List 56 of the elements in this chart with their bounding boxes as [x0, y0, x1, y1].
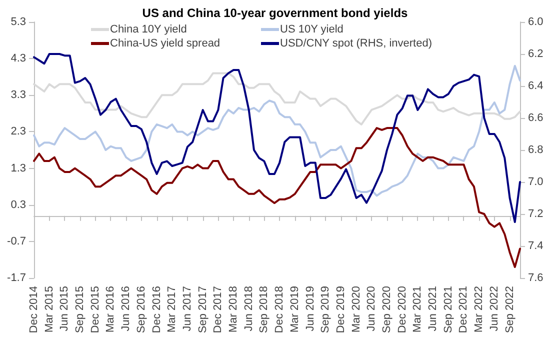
x-tick-label: Mar 2015 — [43, 286, 56, 332]
y-tick-label: 3.3 — [10, 89, 26, 102]
x-tick-label: Jun 2016 — [120, 286, 132, 332]
legend-label: China-US yield spread — [110, 38, 220, 50]
legend-label: USD/CNY spot (RHS, inverted) — [280, 38, 432, 50]
x-tick-label: Jun 2019 — [304, 286, 316, 332]
y2-tick-label: 7.6 — [528, 272, 544, 284]
x-tick-label: Dec 2019 — [334, 286, 347, 334]
x-tick-label: Sep 2020 — [380, 286, 393, 334]
x-tick-label: Dec 2014 — [28, 286, 40, 334]
x-tick-label: Dec 2017 — [212, 286, 224, 334]
y2-tick-label: 6.8 — [528, 144, 544, 156]
x-tick-label: Mar 2021 — [412, 286, 424, 332]
x-tick-label: Dec 2015 — [89, 286, 102, 334]
x-tick-label: Sep 2017 — [196, 286, 209, 334]
x-tick-label: Jun 2015 — [58, 286, 71, 332]
line-series — [33, 64, 521, 197]
x-tick-label: Dec 2020 — [396, 286, 408, 334]
x-tick-label: Jun 2022 — [488, 286, 500, 332]
y2-tick-label: 6.2 — [528, 48, 544, 60]
y2-tick-label: 7.2 — [528, 208, 544, 220]
line-series — [33, 72, 521, 126]
legend-label: China 10Y yield — [110, 24, 187, 36]
x-tick-label: Dec 2016 — [150, 286, 163, 334]
x-tick-label: Mar 2022 — [473, 286, 486, 332]
x-tick-label: Mar 2017 — [166, 286, 178, 332]
x-tick-label: Sep 2021 — [442, 286, 454, 334]
x-tick-label: Dec 2018 — [274, 286, 286, 334]
x-tick-label: Jun 2018 — [242, 286, 255, 332]
x-tick-label: Sep 2015 — [74, 286, 86, 334]
x-tick-label: Mar 2019 — [288, 286, 301, 332]
y2-tick-label: 7.0 — [528, 176, 544, 188]
y2-tick-label: 7.4 — [528, 240, 544, 252]
x-tick-label: Sep 2019 — [320, 286, 332, 334]
y-tick-label: 5.3 — [10, 16, 26, 28]
x-tick-label: Jun 2020 — [366, 286, 378, 332]
x-tick-label: Sep 2022 — [504, 286, 516, 334]
x-tick-label: Jun 2017 — [181, 286, 194, 332]
x-tick-label: Mar 2016 — [104, 286, 117, 332]
y2-tick-label: 6.0 — [528, 16, 544, 28]
chart-title: US and China 10-year government bond yields — [142, 6, 408, 20]
y-tick-label: 2.3 — [10, 126, 26, 138]
x-tick-label: Dec 2021 — [458, 286, 470, 334]
y-tick-label: 1.3 — [10, 162, 26, 174]
x-tick-label: Mar 2018 — [228, 286, 240, 332]
y2-tick-label: 6.4 — [528, 80, 544, 92]
x-tick-label: Jun 2021 — [427, 286, 440, 332]
y-tick-label: 4.3 — [10, 52, 26, 65]
y2-tick-label: 6.6 — [528, 112, 544, 124]
x-tick-label: Mar 2020 — [350, 286, 362, 332]
y-tick-label: -0.7 — [7, 235, 26, 248]
y-tick-label: 0.3 — [10, 198, 26, 211]
legend-label: US 10Y yield — [280, 24, 344, 36]
x-tick-label: Sep 2016 — [135, 286, 148, 334]
y-tick-label: -1.7 — [7, 272, 26, 284]
x-tick-label: Sep 2018 — [258, 286, 270, 334]
